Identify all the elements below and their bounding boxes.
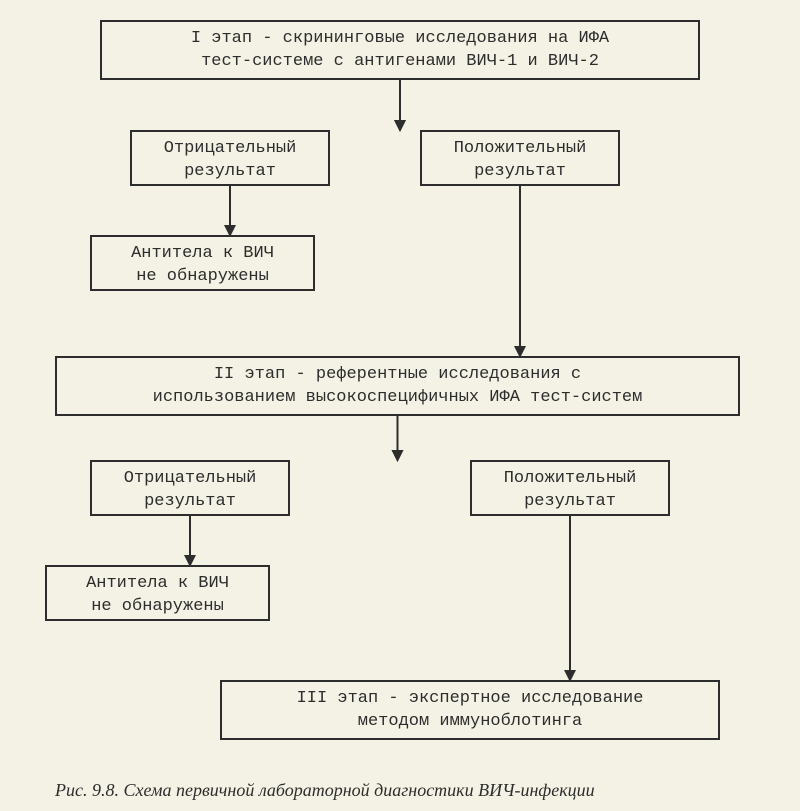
flowchart-node-n1: I этап - скрининговые исследования на ИФ… xyxy=(100,20,700,80)
caption-prefix: Рис. 9.8. xyxy=(55,780,119,800)
flowchart-node-n3: Положительный результат xyxy=(420,130,620,186)
flowchart-node-n4: Антитела к ВИЧ не обнаружены xyxy=(90,235,315,291)
flowchart-node-n5: II этап - референтные исследования с исп… xyxy=(55,356,740,416)
caption-text: Схема первичной лабораторной диагностики… xyxy=(123,780,594,800)
flowchart-node-n9: III этап - экспертное исследование метод… xyxy=(220,680,720,740)
flowchart-node-n2: Отрицательный результат xyxy=(130,130,330,186)
flowchart-node-n6: Отрицательный результат xyxy=(90,460,290,516)
figure-caption: Рис. 9.8. Схема первичной лабораторной д… xyxy=(55,780,595,801)
flowchart-node-n7: Положительный результат xyxy=(470,460,670,516)
flowchart-node-n8: Антитела к ВИЧ не обнаружены xyxy=(45,565,270,621)
